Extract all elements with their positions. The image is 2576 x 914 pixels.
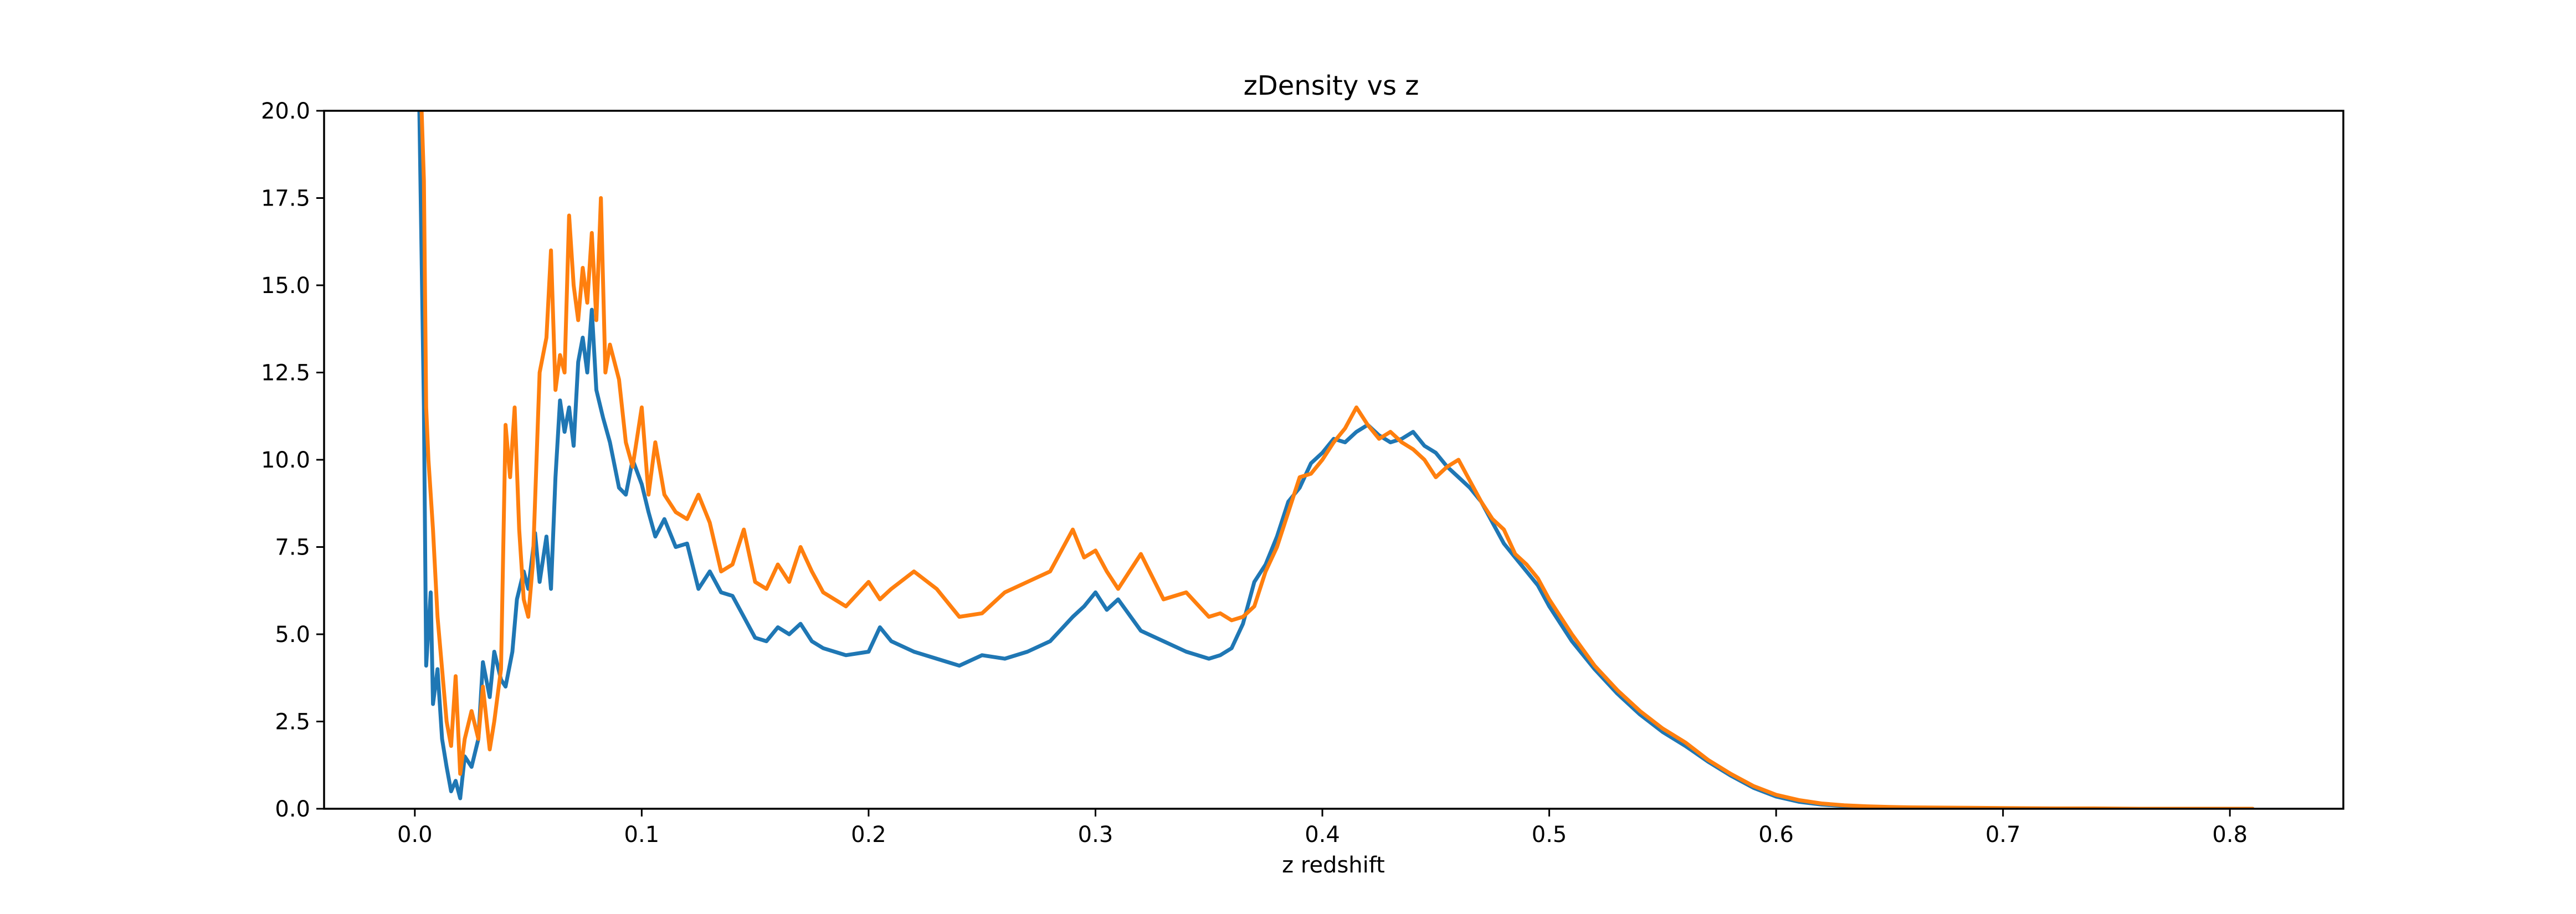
y-tick-label: 20.0 bbox=[261, 99, 310, 124]
x-axis-label: z redshift bbox=[1282, 853, 1385, 878]
x-tick-label: 0.3 bbox=[1078, 822, 1113, 848]
series-layer bbox=[417, 111, 2255, 809]
y-tick-label: 15.0 bbox=[261, 273, 310, 299]
y-axis: 0.0 2.5 5.0 7.5 10.0 12.5 15.0 17.5 20.0 bbox=[261, 99, 324, 822]
y-tick-label: 10.0 bbox=[261, 448, 310, 473]
x-tick-label: 0.4 bbox=[1305, 822, 1340, 848]
x-tick-label: 0.6 bbox=[1758, 822, 1794, 848]
plot-frame bbox=[323, 110, 2344, 810]
y-tick-label: 5.0 bbox=[275, 622, 310, 648]
y-tick-label: 7.5 bbox=[275, 535, 310, 561]
y-tick-label: 17.5 bbox=[261, 186, 310, 212]
y-tick-label: 2.5 bbox=[275, 710, 310, 735]
series-line-2 bbox=[419, 111, 2255, 809]
x-tick-label: 0.0 bbox=[397, 822, 433, 848]
series-line-1 bbox=[417, 111, 2255, 809]
x-tick-label: 0.7 bbox=[1985, 822, 2021, 848]
x-tick-label: 0.8 bbox=[2212, 822, 2247, 848]
chart-title: zDensity vs z bbox=[1244, 70, 1419, 101]
y-tick-label: 12.5 bbox=[261, 361, 310, 386]
x-axis: 0.0 0.1 0.2 0.3 0.4 0.5 0.6 0.7 0.8 bbox=[397, 809, 2247, 848]
x-tick-label: 0.1 bbox=[624, 822, 660, 848]
x-tick-label: 0.5 bbox=[1532, 822, 1567, 848]
y-tick-label: 0.0 bbox=[275, 797, 310, 822]
x-tick-label: 0.2 bbox=[851, 822, 886, 848]
